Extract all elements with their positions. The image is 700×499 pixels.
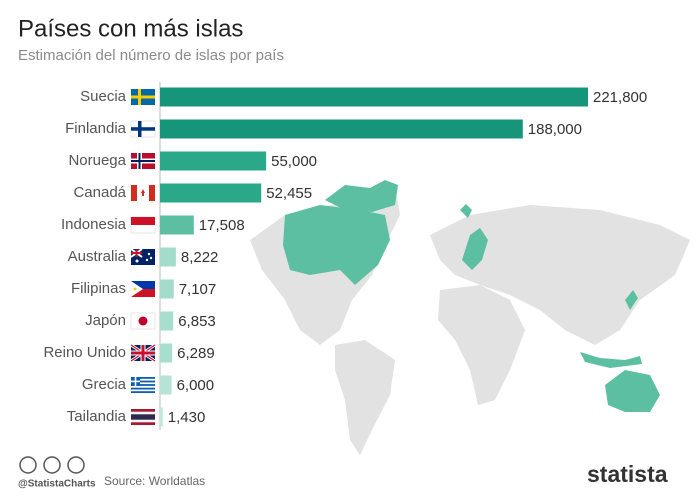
category-label: Reino Unido: [43, 344, 126, 361]
category-label: Noruega: [68, 152, 126, 169]
value-label: 188,000: [528, 121, 582, 138]
bar: [160, 215, 194, 235]
category-label: Tailandia: [67, 408, 127, 425]
value-label: 221,800: [593, 89, 647, 106]
chart-title: Países con más islas: [18, 15, 243, 42]
map-highlight: [462, 228, 488, 270]
map-highlight: [625, 290, 638, 310]
bar: [160, 247, 176, 267]
category-label: Suecia: [80, 88, 127, 105]
value-label: 6,000: [177, 377, 215, 394]
category-label: Canadá: [73, 184, 126, 201]
bar: [160, 87, 588, 107]
category-label: Finlandia: [65, 120, 127, 137]
value-label: 6,289: [177, 345, 215, 362]
bar: [160, 279, 174, 299]
flag-icon: [131, 281, 155, 297]
category-label: Indonesia: [61, 216, 127, 233]
credit: @StatistaCharts: [18, 479, 96, 490]
category-label: Australia: [68, 248, 127, 265]
bar: [160, 311, 174, 331]
bar: [160, 407, 163, 427]
map-highlight: [460, 204, 472, 218]
map-highlight: [325, 180, 398, 212]
bar: [160, 151, 267, 171]
value-label: 7,107: [179, 281, 217, 298]
flag-icon: [131, 89, 155, 105]
license-icons: [19, 456, 85, 474]
map-highlight: [283, 205, 390, 285]
value-label: 52,455: [266, 185, 312, 202]
flag-icon: [131, 153, 155, 169]
category-label: Filipinas: [71, 280, 126, 297]
value-label: 55,000: [271, 153, 317, 170]
bar: [160, 375, 172, 395]
flag-icon: [130, 120, 156, 138]
flag-icon: [131, 185, 155, 201]
bar: [160, 119, 523, 139]
map-highlight: [605, 370, 660, 412]
flag-icon: [131, 409, 155, 425]
flag-icon: [130, 343, 156, 363]
value-label: 6,853: [178, 313, 216, 330]
value-label: 1,430: [168, 409, 206, 426]
flag-icon: [130, 248, 155, 265]
value-label: 17,508: [199, 217, 245, 234]
bar: [160, 343, 173, 363]
chart-subtitle: Estimación del número de islas por país: [18, 47, 284, 64]
map-highlight: [580, 352, 642, 368]
flag-icon: [130, 312, 156, 330]
flag-icon: [130, 216, 156, 234]
bar: [160, 183, 262, 203]
flag-icon: [131, 377, 155, 393]
brand: statista: [587, 461, 668, 487]
value-label: 8,222: [181, 249, 219, 266]
category-label: Japón: [85, 312, 126, 329]
source: Source: Worldatlas: [104, 474, 205, 488]
category-label: Grecia: [82, 376, 127, 393]
world-map: [250, 180, 690, 455]
flags: [130, 89, 156, 425]
